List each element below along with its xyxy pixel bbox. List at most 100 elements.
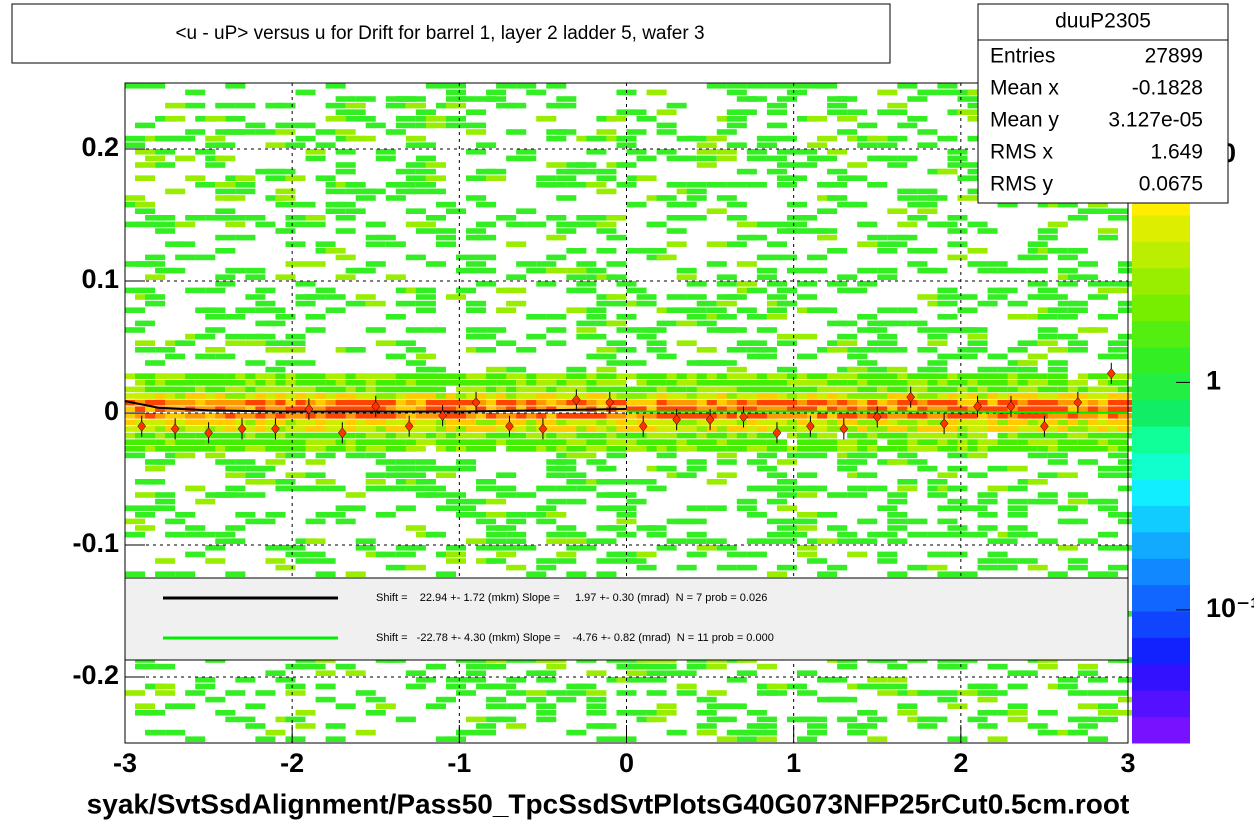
- bin-cell: [205, 373, 226, 379]
- bin-cell: [1007, 716, 1028, 723]
- bin-cell: [736, 221, 757, 228]
- bin-cell: [977, 399, 998, 406]
- bin-cell: [706, 241, 727, 247]
- bin-cell: [586, 307, 607, 313]
- bin-cell: [405, 472, 426, 478]
- bin-cell: [937, 386, 958, 393]
- bin-cell: [766, 393, 787, 399]
- bin-cell: [285, 175, 306, 181]
- bin-cell: [165, 102, 186, 109]
- bin-cell: [897, 221, 918, 228]
- bin-cell: [596, 274, 617, 280]
- bin-cell: [285, 452, 306, 459]
- bin-cell: [817, 234, 838, 241]
- bin-cell: [556, 386, 577, 393]
- bin-cell: [576, 162, 597, 168]
- bin-cell: [205, 327, 226, 333]
- bin-cell: [435, 465, 456, 472]
- bin-cell: [586, 459, 607, 465]
- bin-cell: [1007, 683, 1028, 690]
- bin-cell: [526, 221, 547, 228]
- bin-cell: [927, 373, 948, 379]
- bin-cell: [786, 452, 808, 459]
- bin-cell: [415, 168, 436, 175]
- bin-cell: [365, 188, 386, 195]
- bin-cell: [997, 538, 1018, 544]
- bin-cell: [756, 663, 777, 670]
- bin-cell: [496, 545, 517, 551]
- bin-cell: [125, 518, 146, 525]
- bin-cell: [776, 333, 798, 340]
- bin-cell: [556, 129, 577, 135]
- bin-cell: [295, 89, 316, 96]
- bin-cell: [255, 439, 276, 445]
- bin-cell: [415, 459, 436, 465]
- profile-point: [906, 391, 916, 403]
- bin-cell: [716, 195, 737, 201]
- bin-cell: [786, 83, 808, 89]
- bin-cell: [345, 109, 366, 115]
- bin-cell: [185, 485, 206, 492]
- bin-cell: [897, 710, 918, 716]
- bin-cell: [1007, 525, 1028, 531]
- bin-cell: [716, 716, 737, 723]
- bin-cell: [797, 333, 818, 340]
- bin-cell: [977, 419, 998, 426]
- bin-cell: [706, 307, 727, 313]
- bin-cell: [556, 551, 577, 558]
- bin-cell: [947, 162, 968, 168]
- bin-cell: [847, 353, 868, 360]
- bin-cell: [646, 690, 667, 696]
- bin-cell: [776, 538, 798, 544]
- bin-cell: [486, 366, 507, 373]
- bin-cell: [746, 83, 767, 89]
- bin-cell: [496, 373, 517, 379]
- bin-cell: [766, 406, 787, 412]
- bin-cell: [235, 188, 256, 195]
- bin-cell: [686, 380, 707, 386]
- bin-cell: [486, 538, 507, 544]
- bin-cell: [1057, 267, 1078, 274]
- bin-cell: [375, 155, 396, 162]
- bin-cell: [365, 122, 386, 129]
- bin-cell: [1067, 492, 1088, 498]
- bin-cell: [1037, 234, 1058, 241]
- bin-cell: [596, 465, 617, 472]
- z-tick-label: 10⁻¹: [1206, 593, 1254, 623]
- bin-cell: [706, 538, 727, 544]
- bin-cell: [125, 452, 146, 459]
- profile-point: [839, 423, 849, 435]
- bin-cell: [445, 492, 467, 498]
- bin-cell: [415, 142, 436, 148]
- bin-cell: [847, 472, 868, 478]
- bin-cell: [947, 525, 968, 531]
- bin-cell: [556, 525, 577, 531]
- bin-cell: [225, 571, 246, 577]
- bin-cell: [125, 195, 146, 201]
- bin-cell: [435, 571, 456, 577]
- bin-cell: [486, 498, 507, 505]
- bin-cell: [756, 465, 777, 472]
- bin-cell: [596, 175, 617, 181]
- bin-cell: [265, 142, 286, 148]
- bin-cell: [877, 267, 898, 274]
- bin-cell: [696, 155, 717, 162]
- bin-cell: [1027, 281, 1048, 287]
- bin-cell: [827, 149, 848, 155]
- bin-cell: [295, 122, 316, 129]
- bin-cell: [746, 439, 767, 445]
- bin-cell: [827, 182, 848, 188]
- bin-cell: [225, 340, 246, 346]
- bin-cell: [837, 386, 858, 393]
- bin-cell: [1087, 677, 1108, 683]
- bin-cell: [857, 347, 878, 353]
- bin-cell: [506, 538, 527, 544]
- bin-cell: [907, 261, 928, 267]
- bin-cell: [265, 512, 286, 518]
- bin-cell: [937, 83, 958, 89]
- bin-cell: [807, 116, 828, 122]
- bin-cell: [1057, 333, 1078, 340]
- profile-point: [404, 420, 414, 432]
- bin-cell: [666, 538, 687, 544]
